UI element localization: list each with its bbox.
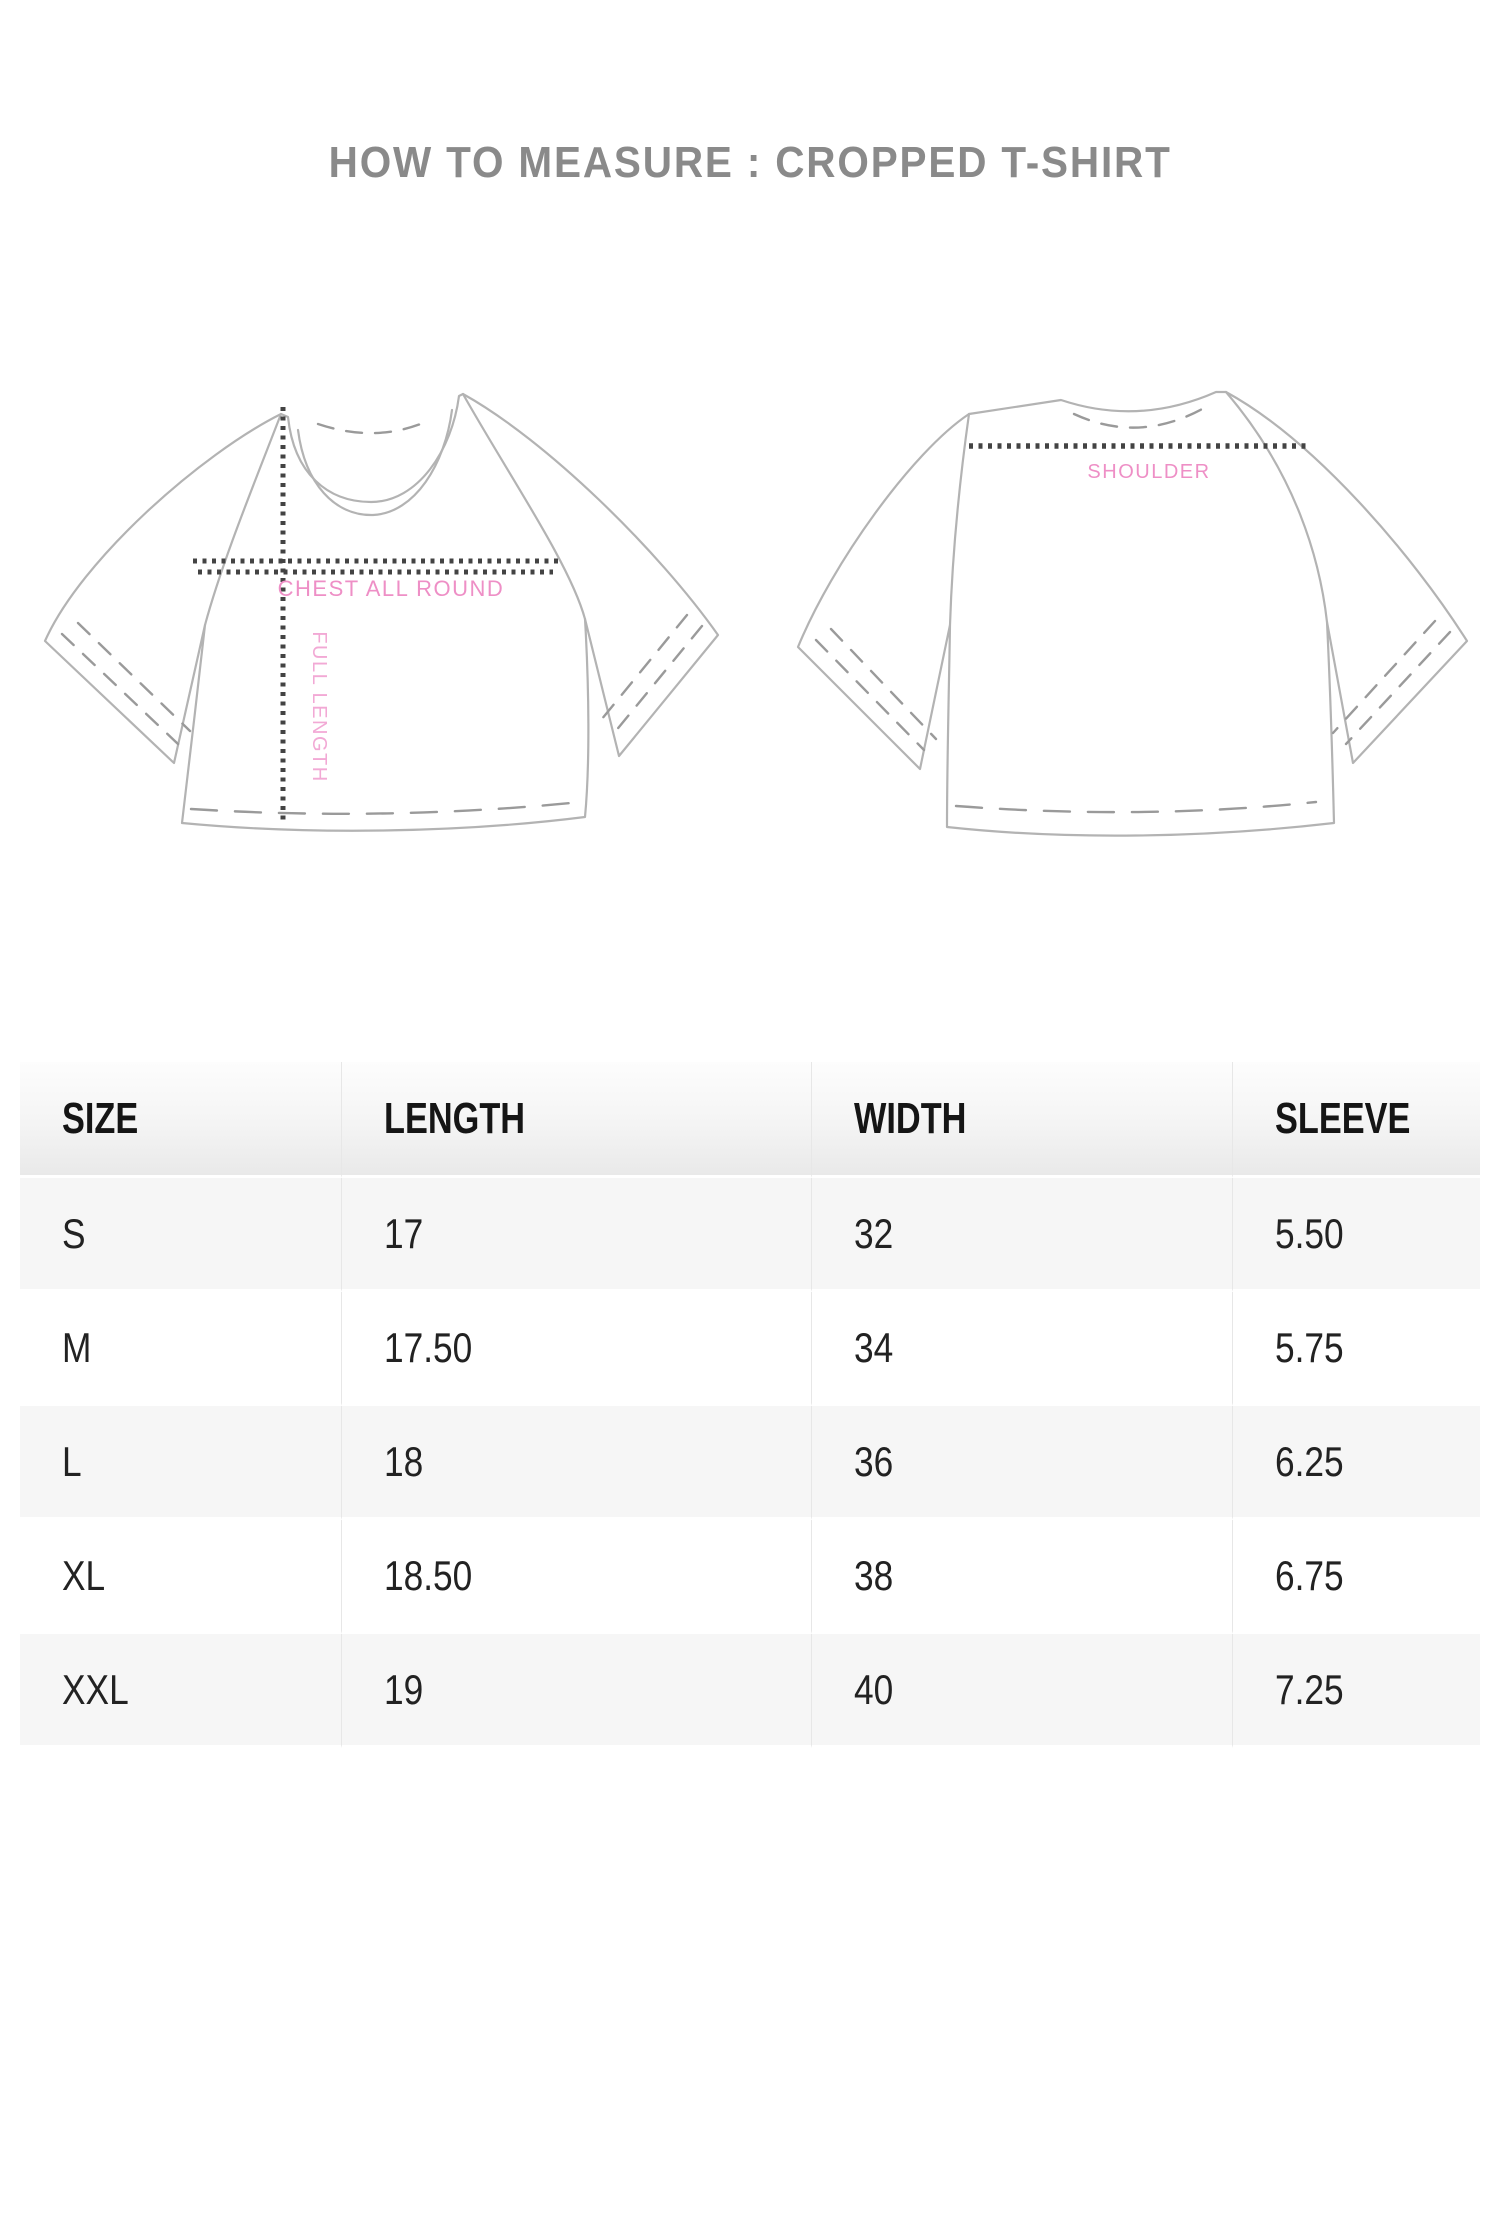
full-length-label: FULL LENGTH xyxy=(308,631,330,782)
back-left-cuff-stitch-dashes-2 xyxy=(829,627,938,741)
table-header-row: SIZE LENGTH WIDTH SLEEVE xyxy=(20,1062,1480,1178)
front-left-seam xyxy=(203,412,283,627)
table-cell: 18.50 xyxy=(341,1520,811,1634)
table-cell: 38 xyxy=(811,1520,1232,1634)
back-right-seam xyxy=(1224,390,1329,624)
table-header-length: LENGTH xyxy=(341,1062,811,1178)
back-right-cuff-stitch-dashes-2 xyxy=(1331,619,1437,735)
table-cell: 6.25 xyxy=(1232,1406,1480,1520)
table-cell: XL xyxy=(20,1520,341,1634)
table-cell: 19 xyxy=(341,1634,811,1748)
table-row-xxl: XXL 19 40 7.25 xyxy=(20,1634,1480,1748)
table-cell: 32 xyxy=(811,1178,1232,1292)
table-header-sleeve: SLEEVE xyxy=(1232,1062,1480,1178)
table-cell: 17 xyxy=(341,1178,811,1292)
front-hem-stitch-dashes xyxy=(189,801,573,815)
front-tshirt-outline xyxy=(43,392,720,832)
back-left-cuff-stitch-dashes xyxy=(814,638,926,752)
front-right-cuff-stitch-dashes-2 xyxy=(595,613,689,727)
back-tshirt-diagram: SHOULDER xyxy=(796,390,1469,837)
size-chart-table: SIZE LENGTH WIDTH SLEEVE S 17 32 5.50 M … xyxy=(20,1062,1480,1748)
table-header-width: WIDTH xyxy=(811,1062,1232,1178)
table-cell: M xyxy=(20,1292,341,1406)
table-cell: XXL xyxy=(20,1634,341,1748)
table-cell: 6.75 xyxy=(1232,1520,1480,1634)
table-row-m: M 17.50 34 5.75 xyxy=(20,1292,1480,1406)
table-header-size: SIZE xyxy=(20,1062,341,1178)
page-title-text: HOW TO MEASURE : CROPPED T-SHIRT xyxy=(328,138,1172,187)
table-cell: 34 xyxy=(811,1292,1232,1406)
table-cell: 5.50 xyxy=(1232,1178,1480,1292)
table-cell: 18 xyxy=(341,1406,811,1520)
front-neck-stitch-dashes xyxy=(316,418,432,435)
table-cell: 36 xyxy=(811,1406,1232,1520)
back-neck-stitch-dashes xyxy=(1072,406,1206,429)
table-row-xl: XL 18.50 38 6.75 xyxy=(20,1520,1480,1634)
front-left-cuff-stitch-dashes-2 xyxy=(76,621,192,733)
front-right-cuff-stitch-dashes xyxy=(608,624,704,740)
chest-all-round-label: CHEST ALL ROUND xyxy=(278,576,505,601)
table-cell: S xyxy=(20,1178,341,1292)
table-cell: 7.25 xyxy=(1232,1634,1480,1748)
back-left-seam xyxy=(948,412,971,627)
back-tshirt-outline xyxy=(796,390,1469,837)
front-tshirt-diagram: CHEST ALL ROUND FULL LENGTH xyxy=(43,392,720,832)
table-row-s: S 17 32 5.50 xyxy=(20,1178,1480,1292)
table-cell: 17.50 xyxy=(341,1292,811,1406)
front-collar-line xyxy=(296,408,454,517)
table-cell: 5.75 xyxy=(1232,1292,1480,1406)
front-right-seam xyxy=(461,392,587,621)
table-cell: 40 xyxy=(811,1634,1232,1748)
page-title: HOW TO MEASURE : CROPPED T-SHIRT xyxy=(0,138,1500,188)
back-hem-stitch-dashes xyxy=(954,800,1318,814)
back-right-cuff-stitch-dashes xyxy=(1344,630,1452,746)
shoulder-label: SHOULDER xyxy=(1087,461,1210,483)
table-row-l: L 18 36 6.25 xyxy=(20,1406,1480,1520)
table-cell: L xyxy=(20,1406,341,1520)
measure-diagrams: CHEST ALL ROUND FULL LENGTH SHOULDER xyxy=(0,382,1500,852)
